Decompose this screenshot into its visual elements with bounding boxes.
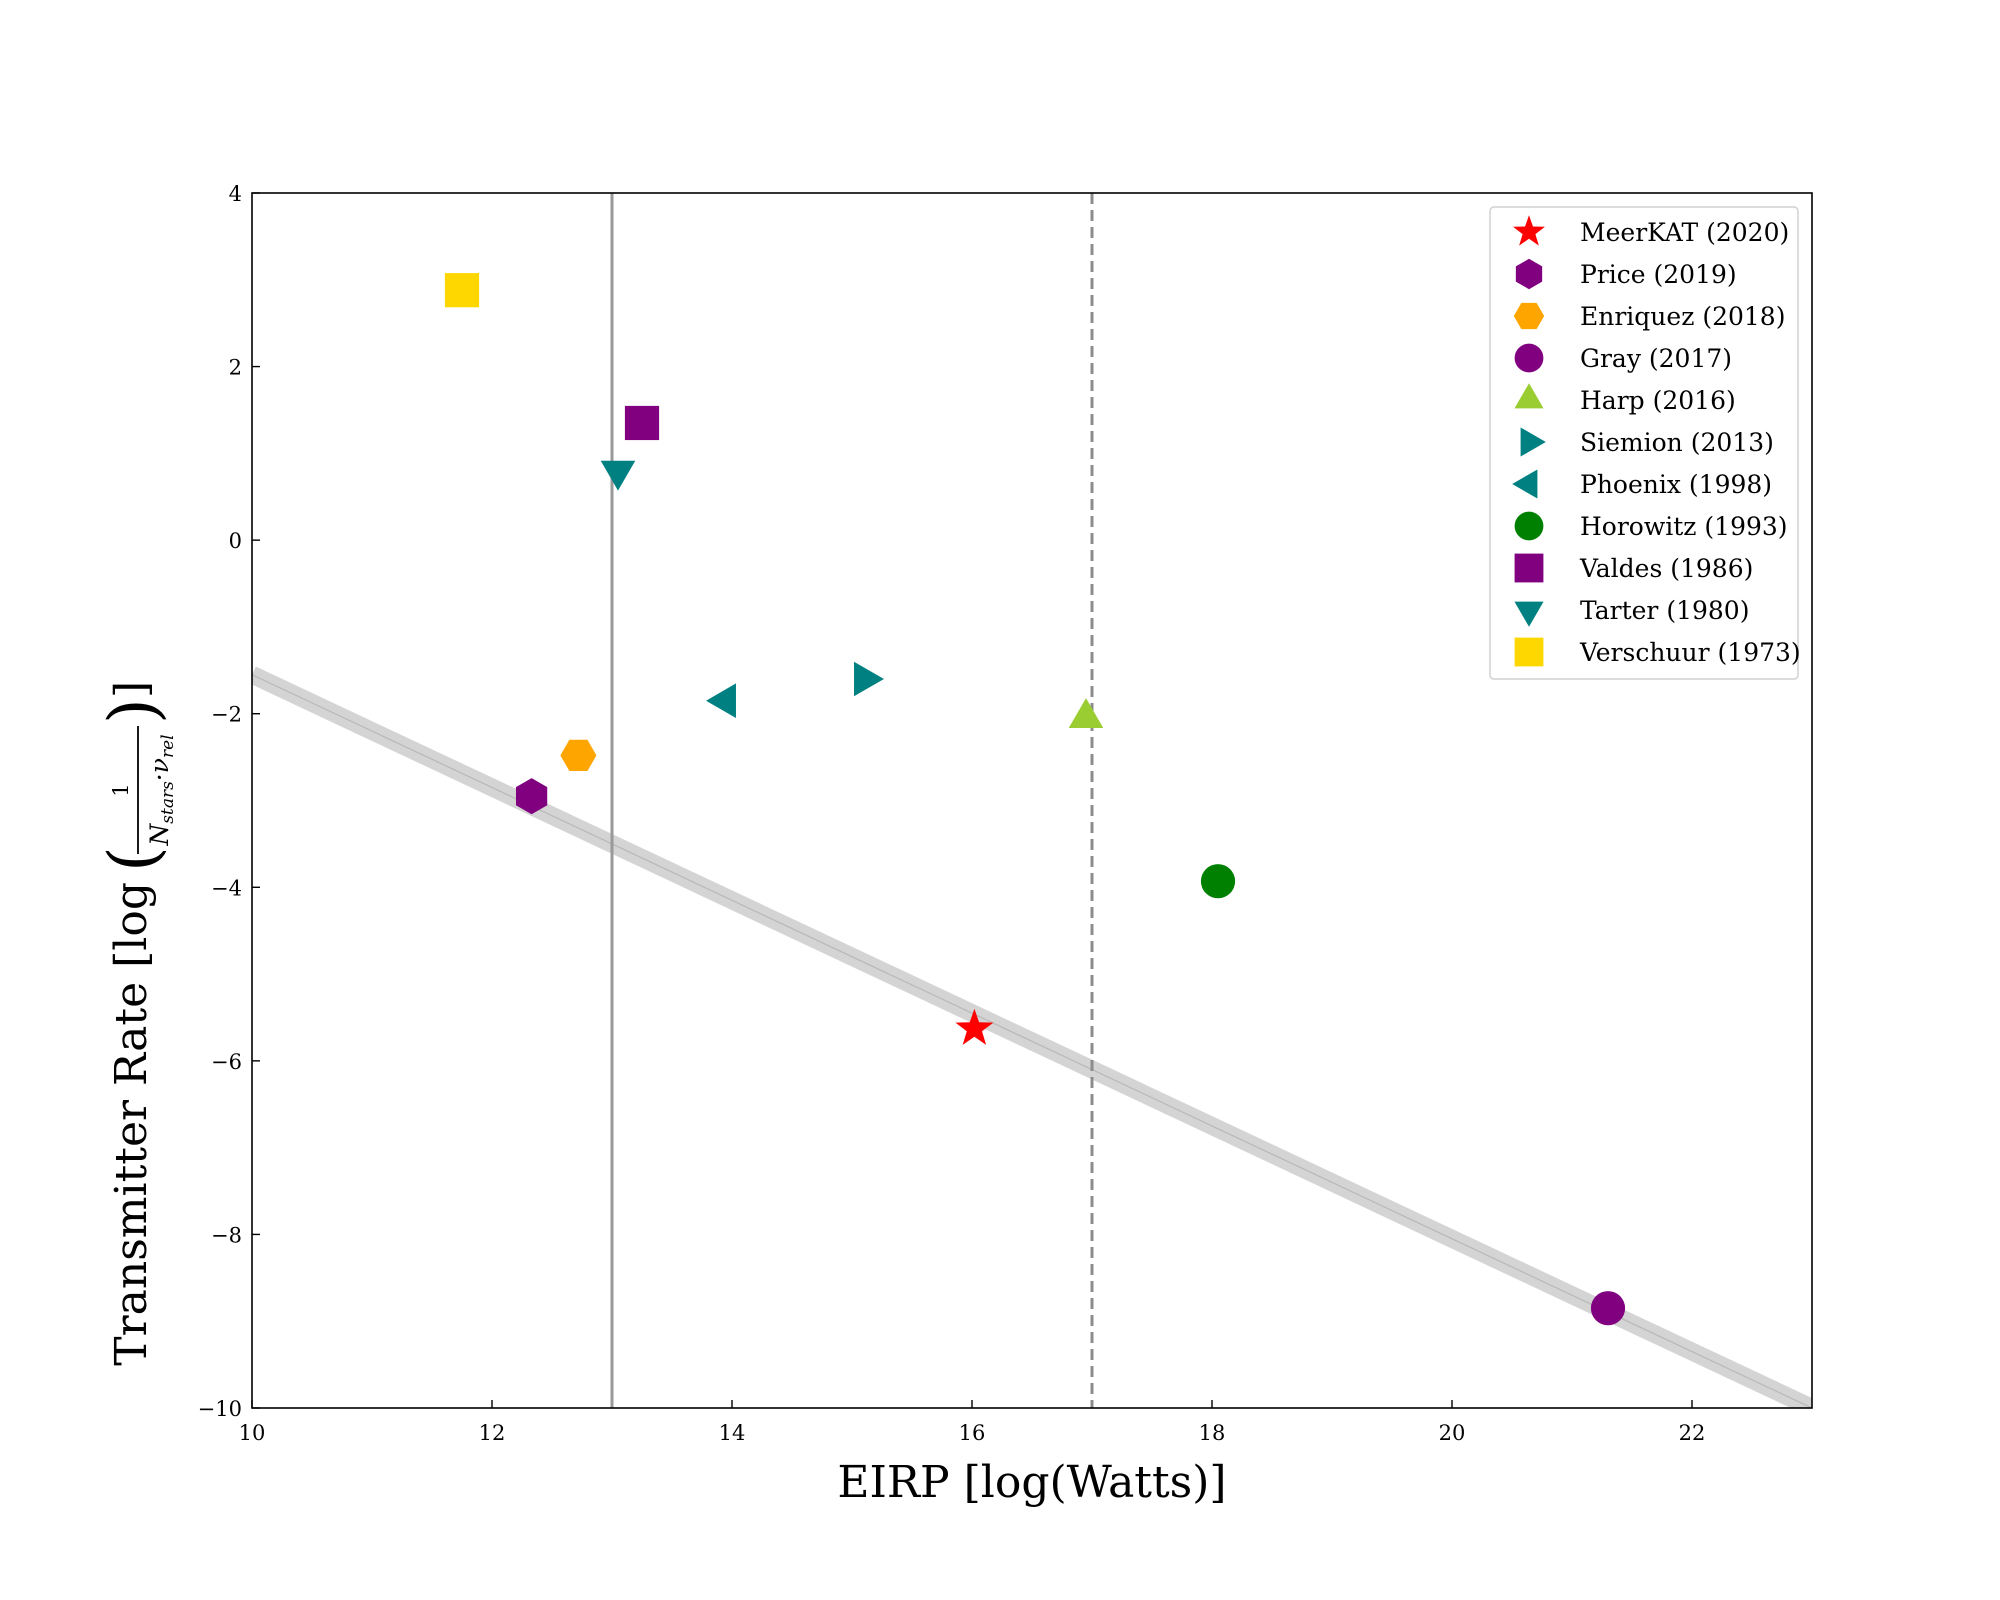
y-axis-label-denominator-n: N — [145, 823, 174, 847]
y-tick-label: −2 — [211, 703, 242, 727]
y-axis-label-denominator: Nstars·νrel — [145, 734, 178, 846]
legend-label: Valdes (1986) — [1579, 554, 1753, 583]
data-point — [854, 661, 884, 697]
data-point — [560, 739, 597, 771]
data-point — [1590, 1291, 1626, 1326]
y-tick-label: −6 — [211, 1050, 242, 1074]
y-axis-label-denominator-mid: ·ν — [145, 758, 174, 781]
legend-items: MeerKAT (2020) Price (2019) Enriquez (2018… — [1512, 215, 1801, 667]
legend-label: Enriquez (2018) — [1580, 302, 1785, 331]
x-tick-label: 10 — [239, 1421, 266, 1445]
data-point — [444, 273, 480, 308]
y-tick-label: −4 — [211, 876, 242, 900]
y-axis-label: Transmitter Rate [log ( 1 Nstars·νrel ) … — [95, 681, 178, 1366]
y-axis-label-numerator: 1 — [109, 783, 133, 796]
y-tick-label: 0 — [229, 529, 242, 553]
y-tick-label: 4 — [229, 182, 242, 206]
legend-marker — [1514, 511, 1544, 541]
data-point — [1200, 864, 1236, 899]
x-axis-label: EIRP [log(Watts)] — [837, 1457, 1226, 1508]
legend-marker — [1513, 215, 1545, 246]
data-point — [600, 460, 636, 491]
y-axis-label-denominator-sub: stars — [158, 781, 178, 824]
legend-marker — [1512, 469, 1538, 499]
x-tick-label: 14 — [719, 1421, 746, 1445]
legend-label: MeerKAT (2020) — [1580, 218, 1789, 247]
legend: MeerKAT (2020) Price (2019) Enriquez (2018… — [1489, 206, 1801, 680]
legend-marker — [1514, 553, 1544, 583]
x-tick-label: 16 — [959, 1421, 986, 1445]
legend-label: Siemion (2013) — [1580, 428, 1774, 457]
legend-label: Horowitz (1993) — [1580, 512, 1788, 541]
legend-marker — [1514, 601, 1544, 627]
x-tick-label: 20 — [1439, 1421, 1466, 1445]
x-tick-label: 22 — [1679, 1421, 1706, 1445]
y-tick-label: −8 — [211, 1223, 242, 1247]
y-axis-label-open-paren: ( — [95, 846, 172, 872]
y-tick-label: −10 — [198, 1397, 242, 1421]
trend-band-layer — [252, 666, 1812, 1408]
legend-marker — [1515, 258, 1543, 290]
reference-lines-layer — [610, 193, 1094, 1408]
x-tick-label: 18 — [1199, 1421, 1226, 1445]
legend-marker — [1520, 427, 1546, 457]
y-axis-label-denominator-sub2: rel — [158, 734, 178, 758]
trend-band-center-line — [252, 674, 1812, 1408]
y-axis-label-prefix: Transmitter Rate [log — [106, 882, 157, 1366]
legend-marker — [1514, 637, 1544, 667]
data-point — [515, 778, 548, 815]
legend-label: Price (2019) — [1580, 260, 1737, 289]
legend-marker — [1514, 343, 1544, 373]
y-axis-label-close-paren: ) — [95, 698, 172, 724]
legend-marker — [1513, 302, 1545, 330]
data-point — [624, 405, 660, 441]
plot-frame — [251, 192, 1813, 1409]
legend-label: Phoenix (1998) — [1580, 470, 1772, 499]
legend-marker — [1514, 383, 1544, 409]
legend-label: Harp (2016) — [1580, 386, 1736, 415]
y-tick-label: 2 — [229, 356, 242, 380]
data-point — [706, 683, 736, 718]
data-points-layer — [444, 273, 1626, 1326]
legend-label: Verschuur (1973) — [1579, 638, 1801, 667]
data-point — [1068, 698, 1104, 729]
x-tick-label: 12 — [479, 1421, 506, 1445]
legend-label: Gray (2017) — [1580, 344, 1732, 373]
data-point — [955, 1008, 994, 1045]
y-axis-label-suffix: ] — [106, 681, 157, 698]
legend-label: Tarter (1980) — [1580, 596, 1749, 625]
legend-box — [1489, 206, 1799, 680]
ticks-layer: 10 12 14 16 18 20 22 −10 −8 −6 −4 −2 0 2 4 — [198, 182, 1706, 1445]
